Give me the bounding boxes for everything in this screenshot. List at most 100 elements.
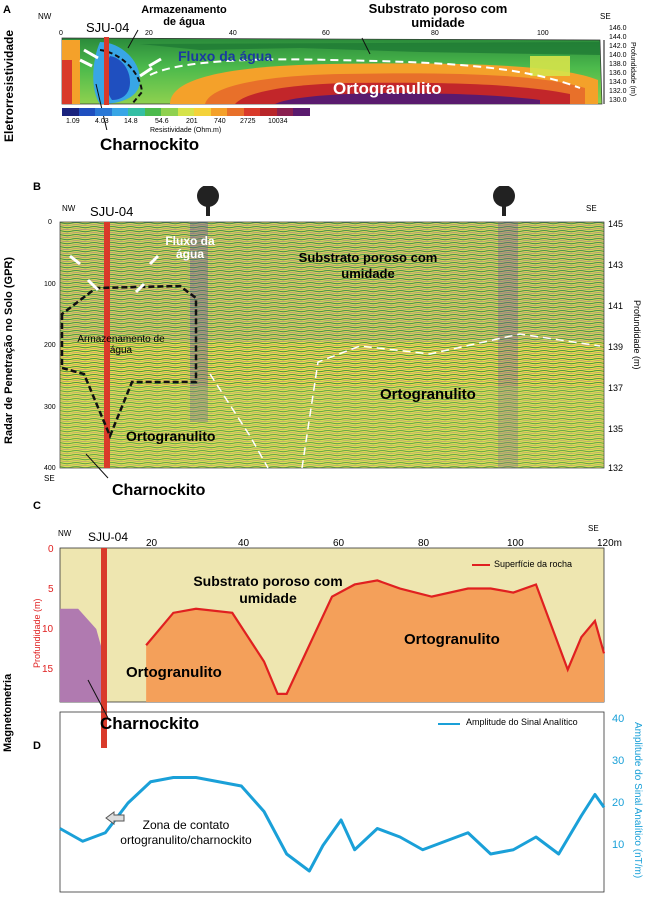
panel-b-right-tick: 143 [608,260,624,270]
panel-d-letter: D [33,740,41,752]
panel-a-depth-tick: 136.0 [609,70,627,77]
colorbar-tick: 740 [214,118,226,125]
panel-a-depth-tick: 130.0 [609,97,627,104]
rock-surface-line [145,579,606,695]
well-sju04-marker [101,548,107,748]
panel-a-nw: NW [38,12,52,21]
panel-b-right-tick: 137 [608,383,624,393]
panel-c-xtick: 100 [507,538,524,549]
panel-d-ytick: 30 [612,755,625,767]
panel-c-xtick: 80 [418,538,430,549]
panel-c-legend-swatch [472,564,490,566]
panel-a-storage-label: Armazenamento de água [141,4,227,28]
panel-b-right-tick: 132 [608,463,624,473]
panel-c-ytick: 5 [48,584,54,595]
analytic-signal-line [59,776,606,873]
panel-d-annotation: Zona de contato ortogranulito/charnockit… [120,818,252,847]
panel-c-ytick: 15 [42,664,54,675]
panel-b-letter: B [33,181,41,193]
panel-a-depth-tick: 144.0 [609,34,627,41]
colorbar-swatch [194,108,211,116]
colorbar-swatch [177,108,195,116]
panel-a-xtick: 40 [229,30,237,37]
panel-a-charno-label: Charnockito [100,135,200,154]
contact-zone-arrow-icon [105,811,125,825]
panel-b-ortho-right-label: Ortogranulito [380,386,476,403]
tree-icon [493,186,515,216]
panel-b-left-tick: 300 [44,404,56,411]
colorbar-swatch [144,108,162,116]
panel-c-ortho-left-label: Ortogranulito [126,664,222,681]
panel-a-substrate-label: Substrato poroso com umidade [368,1,508,30]
colorbar-swatch [128,108,145,116]
colorbar-swatch [161,108,178,116]
panel-a-xtick: 100 [537,30,549,37]
panel-c-ortho-right-label: Ortogranulito [404,631,500,648]
panel-a-colorbar [62,108,310,116]
colorbar-swatch [210,108,228,116]
panel-c-letter: C [33,500,41,512]
colorbar-tick: 201 [186,118,198,125]
colorbar-swatch [95,108,112,116]
panel-a-well: SJU-04 [86,20,130,35]
panel-d-legend-swatch [438,723,460,725]
panel-d-ytick: 40 [612,713,625,725]
tree-icon [197,186,219,216]
panel-b-flow-label: Fluxo da água [165,234,215,261]
colorbar-tick: 2725 [240,118,256,125]
panel-c-well: SJU-04 [88,530,129,544]
panel-a-ortho-label: Ortogranulito [333,79,442,98]
panel-b-well: SJU-04 [90,204,134,219]
colorbar-swatch [111,108,129,116]
panel-b-se: SE [586,204,597,213]
panel-b-charno-label: Charnockito [112,482,206,499]
panel-b-left-tick: 200 [44,342,56,349]
panel-a-letter: A [3,4,11,16]
panel-c-xtick: 60 [333,538,345,549]
panel-d-plot-area [59,711,605,893]
panel-a-depth-tick: 134.0 [609,79,627,86]
panel-b-nw: NW [62,204,76,213]
panel-b-right-tick: 141 [608,301,624,311]
panel-a-xtick: 80 [431,30,439,37]
colorbar-swatch [243,108,261,116]
panel-d-ytick: 10 [612,839,625,851]
panel-b-right-tick: 145 [608,219,624,229]
panel-c-ytick: 0 [48,544,54,555]
colorbar-tick: 14.8 [124,118,138,125]
panel-a-depth-tick: 132.0 [609,88,627,95]
colorbar-swatch [293,108,310,116]
panel-b-se-bottom: SE [44,474,55,483]
panel-a-depth-tick: 146.0 [609,25,627,32]
charnockite-body [60,608,106,702]
panel-a-xtick: 60 [322,30,330,37]
panel-b-right-tick: 139 [608,342,624,352]
panel-c-se: SE [588,524,599,533]
panel-c-charno-label: Charnockito [100,714,200,733]
colorbar-tick: 10034 [268,118,288,125]
panel-d-y-axis-label: Amplitude do Sinal Analítico (nT/m) [632,722,643,879]
colorbar-swatch [62,108,79,116]
panel-c-nw: NW [58,529,72,538]
colorbar-swatch [227,108,244,116]
panel-b-storage-label: Armazenamento de água [77,334,165,356]
panel-b-gpr-section [59,186,605,479]
colorbar-swatch [260,108,277,116]
panel-c-xtick: 20 [146,538,158,549]
colorbar-swatch [78,108,96,116]
panel-b-right-tick: 135 [608,424,624,434]
panel-c-xtick: 120m [597,538,623,549]
panel-a-xtick: 0 [59,30,63,37]
panel-b-ortho-left-label: Ortogranulito [126,428,216,444]
colorbar-tick: 4.03 [95,118,109,125]
panel-b-left-tick: 0 [48,219,52,226]
panel-c-substrate-label: Substrato poroso com umidade [193,573,343,606]
colorbar-tick: 1.09 [66,118,80,125]
colorbar-swatch [276,108,294,116]
panel-a-xtick: 20 [145,30,153,37]
panel-b-left-tick: 100 [44,281,56,288]
colorbar-title: Resistividade (Ohm.m) [150,127,222,134]
panel-a-resistivity-section [61,29,605,130]
panel-c-ytick: 10 [42,624,54,635]
panel-a-depth-tick: 138.0 [609,61,627,68]
